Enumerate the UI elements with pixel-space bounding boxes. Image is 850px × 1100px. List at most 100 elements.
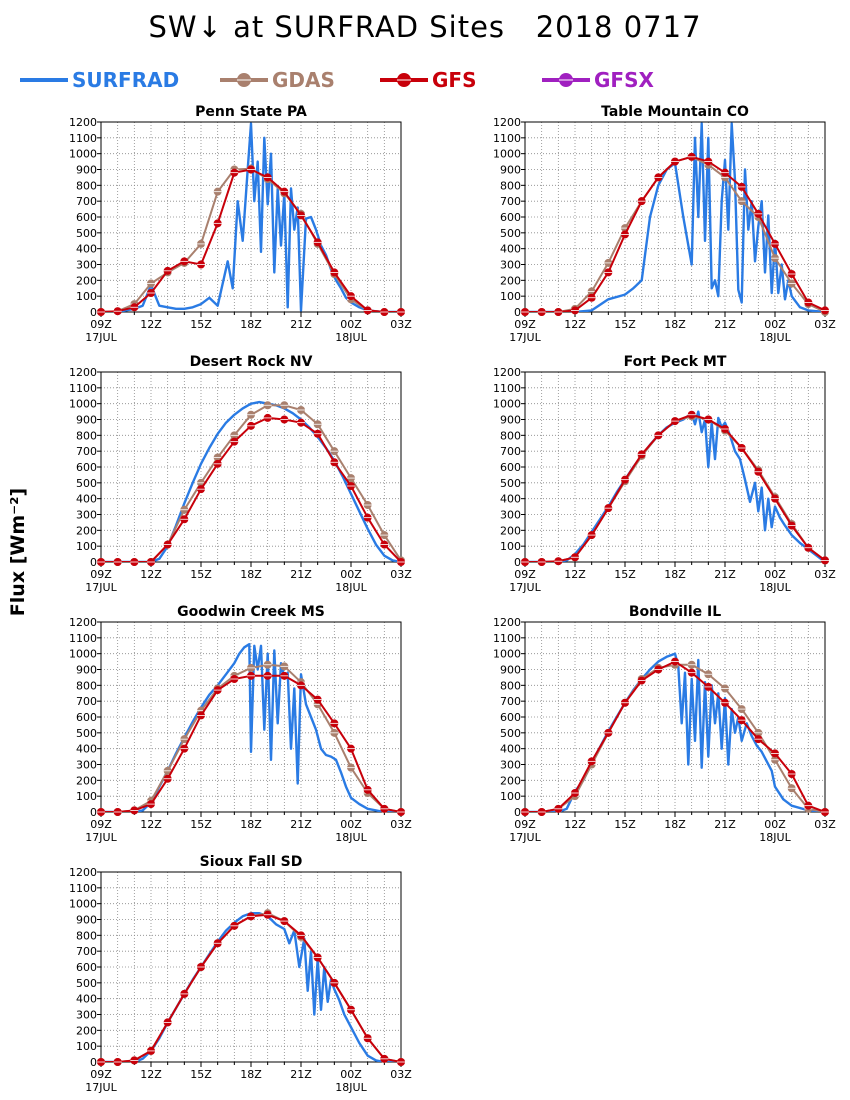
y-tick-label: 900: [76, 414, 97, 427]
y-tick-label: 1000: [69, 648, 97, 661]
y-tick-label: 1200: [69, 366, 97, 379]
y-tick-label: 1200: [493, 116, 521, 129]
series-line-surfrad: [101, 122, 401, 312]
y-tick-label: 900: [500, 664, 521, 677]
y-tick-label: 1000: [493, 148, 521, 161]
x-tick-label: 21Z: [714, 568, 736, 581]
y-tick-label: 0: [514, 806, 521, 819]
y-tick-label: 800: [500, 179, 521, 192]
y-tick-label: 700: [76, 445, 97, 458]
y-tick-label: 700: [500, 195, 521, 208]
y-tick-label: 200: [76, 274, 97, 287]
y-tick-label: 200: [500, 274, 521, 287]
y-tick-label: 400: [500, 743, 521, 756]
y-tick-label: 700: [500, 695, 521, 708]
y-tick-label: 600: [500, 211, 521, 224]
y-tick-label: 1100: [493, 632, 521, 645]
panel-5: Bondville IL 0 100 200 300 400 500 600 700 800 900…: [493, 604, 836, 844]
y-tick-label: 800: [500, 679, 521, 692]
x-tick-label: 15Z: [614, 818, 636, 831]
page-title: SW↓ at SURFRAD Sites 2018 0717: [148, 10, 702, 44]
x-tick-label: 18Z: [240, 318, 262, 331]
x-date-label: 18JUL: [759, 831, 791, 844]
y-tick-label: 200: [500, 524, 521, 537]
y-tick-label: 500: [500, 227, 521, 240]
y-tick-label: 1100: [69, 632, 97, 645]
x-tick-label: 00Z: [340, 318, 362, 331]
x-tick-label: 09Z: [514, 318, 536, 331]
x-tick-label: 18Z: [664, 818, 686, 831]
y-tick-label: 600: [76, 461, 97, 474]
x-tick-label: 00Z: [340, 818, 362, 831]
y-tick-label: 1000: [69, 148, 97, 161]
x-tick-label: 03Z: [814, 818, 836, 831]
y-tick-label: 800: [76, 929, 97, 942]
y-tick-label: 400: [76, 493, 97, 506]
y-tick-label: 1000: [69, 398, 97, 411]
series-line-gfs: [101, 913, 401, 1062]
x-tick-label: 09Z: [90, 1068, 112, 1081]
y-tick-label: 0: [514, 306, 521, 319]
x-tick-label: 12Z: [564, 568, 586, 581]
x-tick-label: 15Z: [614, 568, 636, 581]
y-tick-label: 200: [76, 524, 97, 537]
x-date-label: 17JUL: [509, 581, 541, 594]
x-tick-label: 18Z: [664, 318, 686, 331]
y-tick-label: 1000: [493, 398, 521, 411]
y-tick-label: 100: [500, 290, 521, 303]
y-tick-label: 600: [76, 211, 97, 224]
legend-swatch-gfs: [380, 73, 428, 87]
y-tick-label: 100: [500, 790, 521, 803]
panel-title: Table Mountain CO: [601, 104, 749, 120]
y-tick-label: 1100: [69, 882, 97, 895]
series-line-surfrad: [525, 122, 825, 312]
x-tick-label: 15Z: [190, 568, 212, 581]
y-tick-label: 300: [76, 759, 97, 772]
y-tick-label: 100: [76, 790, 97, 803]
x-date-label: 17JUL: [85, 1081, 117, 1094]
x-tick-label: 12Z: [140, 1068, 162, 1081]
y-tick-label: 600: [500, 711, 521, 724]
y-tick-label: 200: [76, 1024, 97, 1037]
y-tick-label: 1100: [493, 132, 521, 145]
y-tick-label: 300: [76, 1009, 97, 1022]
series-line-gdas: [525, 663, 825, 812]
y-tick-label: 200: [76, 774, 97, 787]
y-tick-label: 400: [76, 743, 97, 756]
x-tick-label: 00Z: [764, 818, 786, 831]
y-tick-label: 300: [500, 509, 521, 522]
y-tick-label: 900: [500, 164, 521, 177]
x-date-label: 18JUL: [335, 581, 367, 594]
y-tick-label: 300: [76, 509, 97, 522]
y-tick-label: 500: [500, 727, 521, 740]
y-tick-label: 0: [90, 806, 97, 819]
y-tick-label: 0: [90, 556, 97, 569]
y-tick-label: 1000: [493, 648, 521, 661]
panel-4: Goodwin Creek MS 0 100 200 300 400 500 600 700 80…: [69, 604, 412, 844]
y-tick-label: 400: [500, 243, 521, 256]
x-tick-label: 18Z: [664, 568, 686, 581]
x-date-label: 17JUL: [85, 331, 117, 344]
y-tick-label: 100: [76, 540, 97, 553]
x-tick-label: 12Z: [140, 318, 162, 331]
x-tick-label: 12Z: [564, 818, 586, 831]
x-tick-label: 12Z: [140, 568, 162, 581]
y-tick-label: 900: [76, 914, 97, 927]
x-date-label: 18JUL: [335, 831, 367, 844]
x-tick-label: 18Z: [240, 818, 262, 831]
x-tick-label: 15Z: [190, 818, 212, 831]
y-tick-label: 300: [500, 759, 521, 772]
x-tick-label: 03Z: [390, 318, 412, 331]
legend-label-surfrad: SURFRAD: [72, 68, 180, 92]
y-tick-label: 600: [76, 711, 97, 724]
x-tick-label: 00Z: [340, 568, 362, 581]
y-tick-label: 100: [76, 290, 97, 303]
y-tick-label: 1200: [493, 366, 521, 379]
panel-6: Sioux Fall SD 0 100 200 300 400 500 600 700 800 90…: [69, 854, 412, 1094]
y-tick-label: 1200: [493, 616, 521, 629]
x-date-label: 18JUL: [759, 581, 791, 594]
y-tick-label: 800: [500, 429, 521, 442]
x-date-label: 17JUL: [85, 831, 117, 844]
panel-title: Bondville IL: [629, 604, 721, 620]
